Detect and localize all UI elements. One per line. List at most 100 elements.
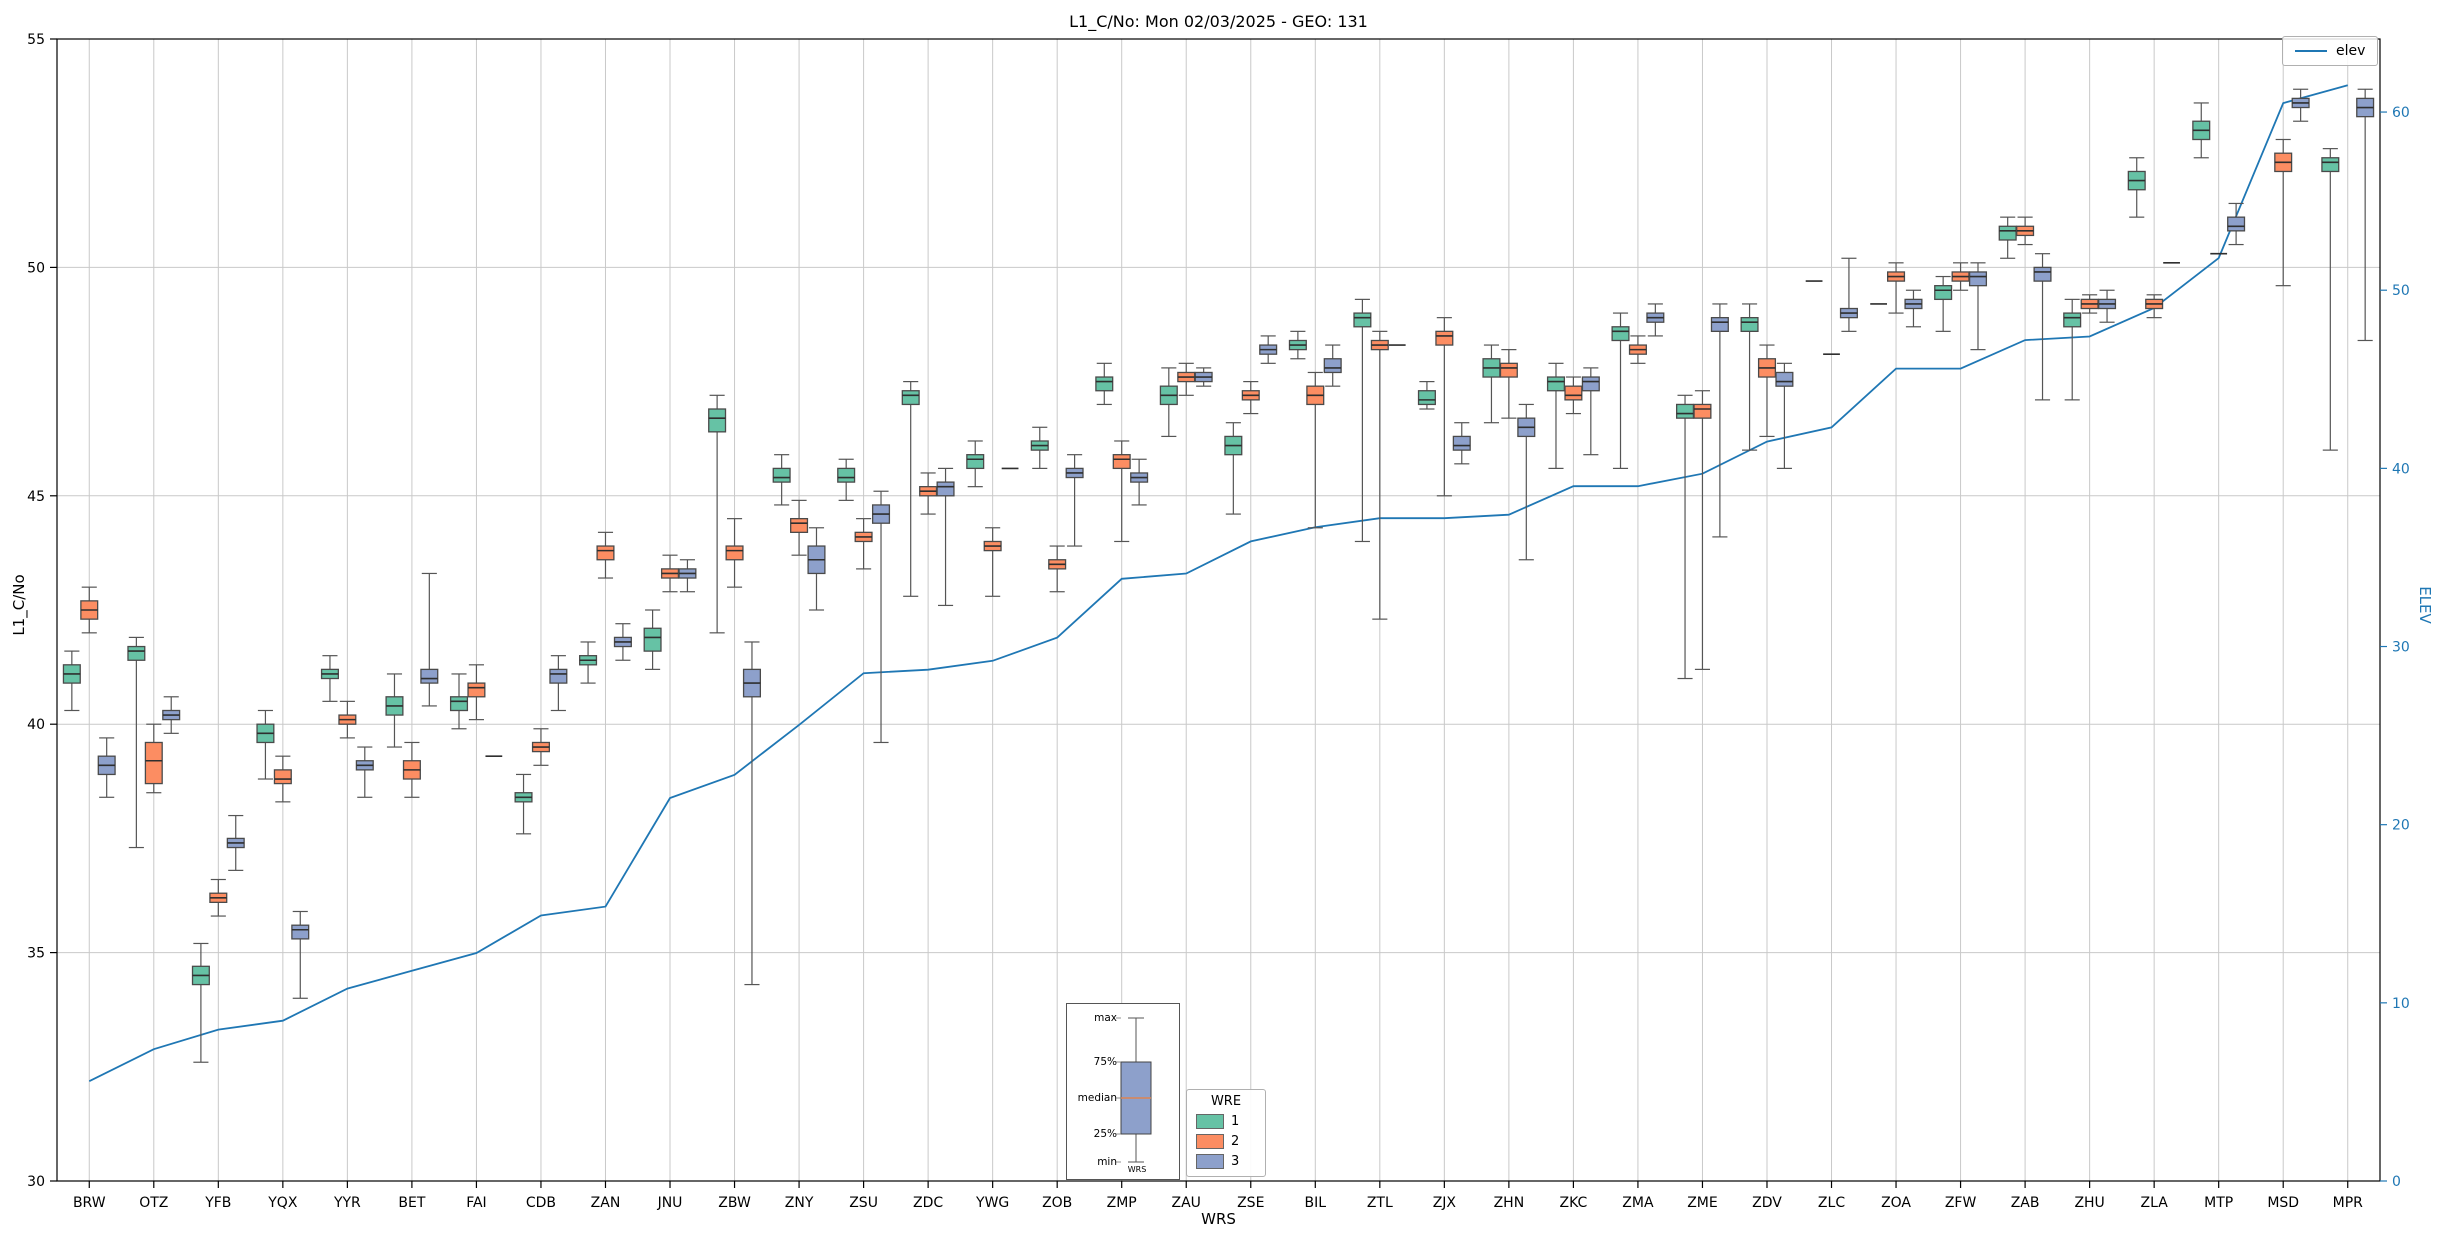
x-tick-label: CDB xyxy=(526,1195,556,1211)
x-tick-label: JNU xyxy=(657,1195,683,1211)
boxplot-ZME-wre3 xyxy=(1710,303,1729,538)
elev-line xyxy=(88,84,2348,1083)
boxplot-YFB-wre2 xyxy=(209,878,228,917)
x-tick-label: BRW xyxy=(73,1195,106,1211)
boxplot-ZHN-wre2 xyxy=(1499,349,1518,419)
boxplot-YFB-wre1 xyxy=(191,942,210,1063)
y2-tick-label: 30 xyxy=(2392,640,2410,656)
boxplot-ZDC-wre1 xyxy=(901,381,920,597)
x-tick-label: ZJX xyxy=(1433,1195,1457,1211)
boxplot-ZMP-wre2 xyxy=(1112,440,1131,543)
boxplot-ZMA-wre1 xyxy=(1611,312,1630,469)
boxplot-ZME-wre1 xyxy=(1675,394,1695,680)
boxplot-ZJX-wre3 xyxy=(1452,422,1471,465)
boxplot-ZMP-wre1 xyxy=(1095,362,1114,406)
y-tick-label: 35 xyxy=(27,946,45,962)
boxplot-ZSE-wre3 xyxy=(1259,335,1278,364)
x-tick-label: ZNY xyxy=(785,1195,814,1211)
x-tick-label: MSD xyxy=(2267,1195,2299,1211)
boxplot-BET-wre2 xyxy=(402,741,421,798)
boxplot-MSD-wre2 xyxy=(2274,138,2293,287)
x-tick-label: ZSE xyxy=(1237,1195,1264,1211)
wre-legend-title: WRE xyxy=(1210,1094,1242,1109)
x-axis-label: WRS xyxy=(1201,1210,1236,1228)
boxplot-YWG-wre2 xyxy=(983,527,1002,597)
wre2-swatch xyxy=(1196,1134,1224,1149)
boxplot-ZBW-wre2 xyxy=(725,518,744,588)
boxplot-MPR-wre1 xyxy=(2321,148,2340,451)
x-tick-label: YYR xyxy=(333,1195,361,1211)
boxplot-ZAU-wre1 xyxy=(1159,367,1178,438)
boxplot-ZHU-wre1 xyxy=(2063,298,2082,401)
boxplot-ZMP-wre3 xyxy=(1130,458,1149,506)
boxplot-OTZ-wre2 xyxy=(144,723,163,794)
boxplot-ZBW-wre3 xyxy=(742,641,762,986)
wre1-swatch xyxy=(1196,1114,1224,1129)
boxplot-CDB-wre3 xyxy=(549,655,568,712)
y-tick-label: 40 xyxy=(27,717,45,733)
elev-line-swatch xyxy=(2295,50,2327,52)
boxplot-ZHN-wre1 xyxy=(1482,344,1501,424)
boxplot-MTP-wre1 xyxy=(2192,102,2211,159)
boxplot-ZJX-wre1 xyxy=(1417,381,1436,410)
boxplot-ZAN-wre2 xyxy=(596,531,615,579)
inset-25pct-label: 25% xyxy=(1093,1128,1117,1140)
boxplot-ZSU-wre3 xyxy=(871,490,891,744)
boxplot-ZNY-wre1 xyxy=(772,454,791,506)
boxplot-ZKC-wre3 xyxy=(1581,367,1600,456)
boxplot-CDB-wre2 xyxy=(531,728,550,766)
boxplot-ZHU-wre3 xyxy=(2098,289,2117,323)
boxplot-YQX-wre1 xyxy=(256,709,275,780)
elev-legend-label: elev xyxy=(2336,43,2366,59)
boxplot-ZDC-wre2 xyxy=(919,472,938,515)
boxplot-YYR-wre1 xyxy=(320,655,339,702)
elev-legend: elev xyxy=(2282,36,2379,66)
boxplot-YWG-wre1 xyxy=(966,440,985,488)
boxplot-ZOA-wre3 xyxy=(1904,289,1923,328)
boxplot-ZHU-wre2 xyxy=(2080,294,2099,314)
y2-tick-label: 60 xyxy=(2392,105,2410,121)
boxplot-ZHN-wre3 xyxy=(1517,403,1536,561)
boxplot-ZME-wre2 xyxy=(1693,390,1712,670)
boxplot-ZDV-wre2 xyxy=(1757,344,1777,438)
x-tick-label: OTZ xyxy=(139,1195,168,1211)
x-tick-label: ZFW xyxy=(1945,1195,1977,1211)
x-tick-label: ZME xyxy=(1687,1195,1718,1211)
boxplot-ZMA-wre2 xyxy=(1628,335,1647,364)
x-tick-label: ZAU xyxy=(1172,1195,1201,1211)
x-tick-label: ZDC xyxy=(913,1195,943,1211)
boxplot-ZNY-wre2 xyxy=(790,499,809,556)
x-tick-label: ZMA xyxy=(1622,1195,1654,1211)
boxplot-ZOB-wre2 xyxy=(1048,545,1067,593)
boxplot-ZTL-wre2 xyxy=(1370,330,1389,620)
boxplot-anatomy-sample xyxy=(1116,1017,1152,1163)
boxplot-BET-wre3 xyxy=(420,572,439,707)
boxplot-ZFW-wre1 xyxy=(1934,275,1953,332)
boxplot-YQX-wre3 xyxy=(291,910,310,999)
inset-min-label: min xyxy=(1097,1156,1117,1168)
boxplot-ZAB-wre1 xyxy=(1998,216,2017,259)
boxplot-ZSU-wre1 xyxy=(837,458,856,501)
boxplot-JNU-wre1 xyxy=(643,609,662,670)
boxplot-MTP-wre3 xyxy=(2227,202,2246,246)
boxplot-ZAU-wre2 xyxy=(1177,362,1196,396)
boxplot-MSD-wre3 xyxy=(2291,88,2310,122)
x-tick-label: ZOA xyxy=(1881,1195,1911,1211)
x-tick-label: ZHU xyxy=(2074,1195,2104,1211)
boxplot-ZOA-wre2 xyxy=(1887,262,1906,314)
x-tick-label: YWG xyxy=(975,1195,1009,1211)
x-tick-label: ZKC xyxy=(1560,1195,1588,1211)
boxplot-anatomy-inset: max 75% median 25% min WRS xyxy=(1066,1003,1180,1180)
boxplot-ZBW-wre1 xyxy=(708,394,727,634)
x-tick-label: ZHN xyxy=(1494,1195,1525,1211)
x-tick-label: ZTL xyxy=(1367,1195,1393,1211)
wre-legend-entry: 2 xyxy=(1196,1134,1256,1149)
x-tick-label: MTP xyxy=(2204,1195,2233,1211)
x-tick-label: BET xyxy=(398,1195,425,1211)
boxplot-YYR-wre3 xyxy=(355,746,374,798)
boxplot-ZOB-wre1 xyxy=(1030,426,1049,469)
boxplot-JNU-wre3 xyxy=(678,559,697,593)
boxplot-ZFW-wre3 xyxy=(1968,262,1988,351)
